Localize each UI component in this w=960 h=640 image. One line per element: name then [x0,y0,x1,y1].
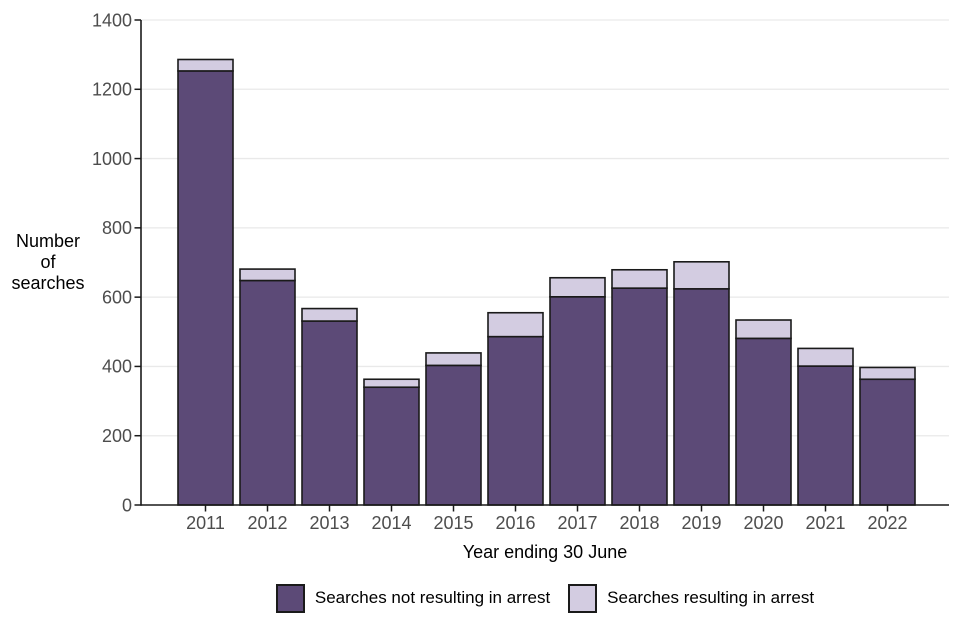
bar-2011-not-arrest [177,70,234,506]
bar-2012-not-arrest [239,279,296,506]
y-tick-label-1400: 1400 [92,10,132,30]
y-tick-label-800: 800 [102,218,132,238]
bar-2012-arrest [239,268,296,282]
x-tick-label-2020: 2020 [743,513,783,533]
bar-2014-arrest [363,378,420,389]
bar-2019-not-arrest [673,288,730,506]
bar-2013-not-arrest [301,320,358,506]
x-tick-label-2021: 2021 [805,513,845,533]
bar-2021-not-arrest [797,365,854,506]
bar-2018-arrest [611,268,668,289]
y-tick-label-1000: 1000 [92,149,132,169]
bar-2017-arrest [549,276,606,298]
bar-2021-arrest [797,347,854,367]
y-tick-label-1200: 1200 [92,80,132,100]
x-tick-label-2017: 2017 [557,513,597,533]
x-tick-label-2019: 2019 [681,513,721,533]
bar-2020-arrest [735,319,792,340]
y-tick-label-600: 600 [102,287,132,307]
y-tick-label-200: 200 [102,426,132,446]
legend: Searches not resulting in arrest Searche… [141,583,949,613]
bar-2022-not-arrest [859,378,916,506]
bar-2014-not-arrest [363,386,420,506]
x-tick-label-2022: 2022 [867,513,907,533]
bar-2011-arrest [177,58,234,72]
bar-2016-not-arrest [487,335,544,506]
x-tick-label-2013: 2013 [309,513,349,533]
y-tick-label-400: 400 [102,357,132,377]
legend-swatch-not-arrest [275,583,305,613]
x-tick-label-2018: 2018 [619,513,659,533]
bar-2020-not-arrest [735,337,792,506]
x-tick-label-2016: 2016 [495,513,535,533]
bar-2022-arrest [859,366,916,381]
bar-2015-not-arrest [425,364,482,506]
x-tick-label-2015: 2015 [433,513,473,533]
bar-2015-arrest [425,352,482,367]
legend-label-not-arrest: Searches not resulting in arrest [314,588,551,607]
bar-2018-not-arrest [611,287,668,506]
x-tick-label-2012: 2012 [247,513,287,533]
legend-swatch-arrest [568,583,598,613]
x-tick-label-2014: 2014 [371,513,411,533]
x-axis-title: Year ending 30 June [462,542,628,562]
y-axis-title: Number of searches [11,231,85,293]
bar-2019-arrest [673,261,730,290]
bar-2016-arrest [487,311,544,338]
legend-label-arrest: Searches resulting in arrest [607,588,815,607]
bar-2013-arrest [301,307,358,322]
x-tick-label-2011: 2011 [186,513,225,533]
bar-2017-not-arrest [549,295,606,506]
y-tick-label-0: 0 [122,495,132,515]
